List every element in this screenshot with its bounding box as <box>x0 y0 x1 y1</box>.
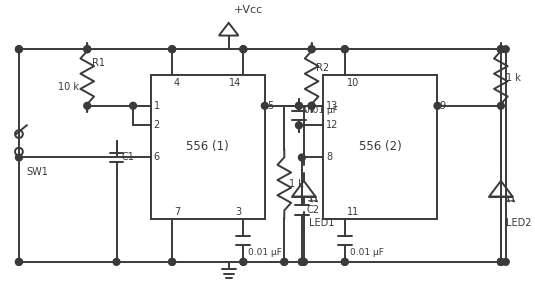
Text: 8: 8 <box>326 152 332 162</box>
Text: 10 k: 10 k <box>58 82 79 92</box>
Circle shape <box>341 258 348 265</box>
Text: 556 (1): 556 (1) <box>186 140 229 153</box>
Bar <box>323 74 438 219</box>
Text: 13: 13 <box>326 101 339 111</box>
Circle shape <box>169 258 175 265</box>
Circle shape <box>308 102 315 109</box>
Text: C2: C2 <box>307 205 320 215</box>
Text: 6: 6 <box>154 152 160 162</box>
Circle shape <box>262 102 268 109</box>
Circle shape <box>281 258 288 265</box>
Text: LED2: LED2 <box>506 218 531 228</box>
Text: 4: 4 <box>174 77 180 88</box>
Text: 556 (2): 556 (2) <box>359 140 402 153</box>
Text: 0.01 μF: 0.01 μF <box>304 106 338 115</box>
Circle shape <box>498 102 505 109</box>
Text: 10: 10 <box>347 77 359 88</box>
Text: 14: 14 <box>229 77 241 88</box>
Circle shape <box>113 258 120 265</box>
Text: 0.01 μF: 0.01 μF <box>248 248 282 257</box>
Text: 1: 1 <box>154 101 160 111</box>
Text: R2: R2 <box>317 63 330 73</box>
Circle shape <box>240 46 247 53</box>
Text: 11: 11 <box>347 207 359 217</box>
Circle shape <box>308 102 315 109</box>
Circle shape <box>16 258 22 265</box>
Circle shape <box>498 258 505 265</box>
Circle shape <box>498 258 505 265</box>
Circle shape <box>498 46 505 53</box>
Text: 2: 2 <box>154 120 160 130</box>
Circle shape <box>295 122 302 129</box>
Text: 9: 9 <box>439 101 446 111</box>
Text: 12: 12 <box>326 120 339 130</box>
Circle shape <box>308 46 315 53</box>
Circle shape <box>502 258 509 265</box>
Circle shape <box>498 46 505 53</box>
Text: 1 k: 1 k <box>506 72 521 83</box>
Circle shape <box>84 46 90 53</box>
Circle shape <box>341 46 348 53</box>
Circle shape <box>295 102 302 109</box>
Circle shape <box>16 46 22 53</box>
Circle shape <box>16 154 22 161</box>
Circle shape <box>169 258 175 265</box>
Text: R1: R1 <box>92 58 105 68</box>
Circle shape <box>169 46 175 53</box>
Text: C1: C1 <box>121 152 134 162</box>
Circle shape <box>300 258 307 265</box>
Text: 7: 7 <box>174 207 180 217</box>
Circle shape <box>295 102 302 109</box>
Circle shape <box>341 46 348 53</box>
Circle shape <box>434 102 441 109</box>
Circle shape <box>16 258 22 265</box>
Circle shape <box>169 46 175 53</box>
Circle shape <box>129 102 136 109</box>
Text: 1 k: 1 k <box>289 179 304 189</box>
Circle shape <box>240 258 247 265</box>
Circle shape <box>281 258 288 265</box>
Circle shape <box>308 46 315 53</box>
Text: 5: 5 <box>267 101 273 111</box>
Text: +Vcc: +Vcc <box>234 5 263 15</box>
Circle shape <box>341 258 348 265</box>
Bar <box>151 74 265 219</box>
Text: SW1: SW1 <box>27 167 49 177</box>
Circle shape <box>498 46 505 53</box>
Text: 3: 3 <box>235 207 241 217</box>
Circle shape <box>502 46 509 53</box>
Circle shape <box>299 258 305 265</box>
Circle shape <box>240 46 247 53</box>
Circle shape <box>16 46 22 53</box>
Circle shape <box>300 258 307 265</box>
Circle shape <box>240 258 247 265</box>
Circle shape <box>299 258 305 265</box>
Text: LED1: LED1 <box>309 218 334 228</box>
Circle shape <box>84 46 90 53</box>
Circle shape <box>299 154 305 161</box>
Circle shape <box>498 258 505 265</box>
Circle shape <box>84 102 90 109</box>
Text: 0.01 μF: 0.01 μF <box>350 248 384 257</box>
